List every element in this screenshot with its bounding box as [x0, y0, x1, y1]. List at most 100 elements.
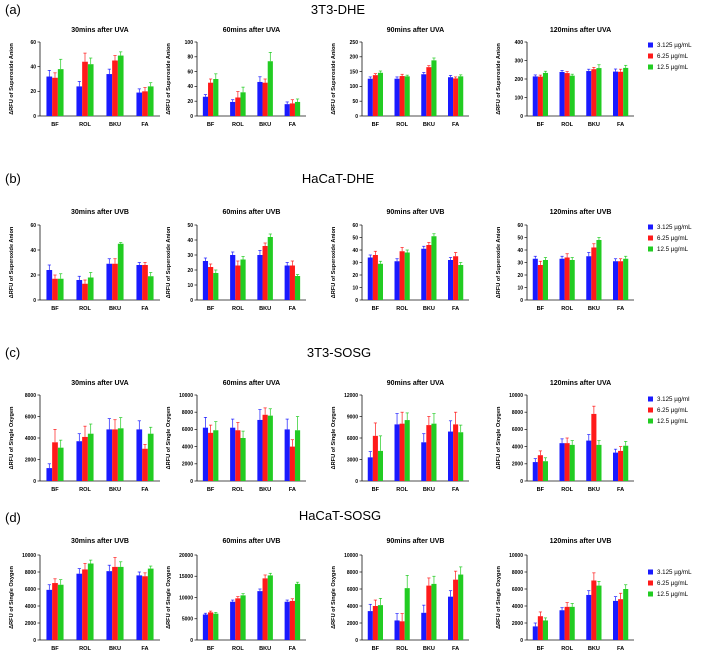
bar	[52, 442, 58, 481]
y-axis-label: ΔRFU of Single Oxygen	[166, 406, 172, 469]
chart-6: 90mins after UVB ΔRFU of Superoxide Anion…	[331, 209, 469, 312]
y-tick-label: 6000	[347, 587, 358, 593]
bar	[230, 101, 236, 116]
bar	[453, 78, 459, 116]
chart-title: 120mins after UVA	[550, 380, 611, 387]
bar	[458, 432, 464, 481]
chart-title: 30mins after UVB	[71, 538, 129, 545]
y-tick-label: 10000	[22, 553, 36, 559]
y-tick-label: 300	[515, 58, 524, 64]
y-tick-label: 8000	[512, 410, 523, 416]
bar	[542, 620, 548, 640]
bar	[106, 74, 113, 116]
x-tick-label: ROL	[561, 122, 573, 128]
bar	[142, 576, 148, 640]
bar	[57, 584, 64, 640]
y-tick-label: 8000	[182, 410, 193, 416]
y-tick-label: 10000	[344, 553, 358, 559]
bar	[564, 443, 570, 481]
bar	[596, 444, 602, 481]
bar	[591, 247, 597, 300]
bar	[564, 606, 570, 640]
bar	[537, 455, 543, 481]
x-tick-label: BKU	[588, 306, 600, 312]
bar	[394, 78, 400, 116]
bar	[596, 240, 602, 300]
chart-title: 60mins after UVA	[223, 27, 280, 34]
bar	[87, 433, 94, 481]
y-tick-label: 4000	[25, 604, 36, 610]
y-tick-label: 60	[30, 223, 36, 229]
x-tick-label: BF	[207, 487, 215, 493]
y-tick-label: 0	[33, 479, 36, 485]
legend-swatch	[648, 224, 653, 230]
panel-0: (a) 3T3-DHE 3.125 µg/mL 6.25 µg/mL 12.5 µg/m…	[5, 2, 692, 71]
y-tick-label: 0	[33, 114, 36, 120]
bar	[591, 580, 597, 640]
bar	[235, 265, 241, 300]
chart-7: 120mins after UVB ΔRFU of Superoxide Anio…	[496, 209, 634, 312]
chart-title: 90mins after UVA	[387, 27, 444, 34]
bar	[262, 246, 268, 300]
bar	[262, 578, 268, 640]
x-tick-label: ROL	[79, 122, 91, 128]
bar	[294, 430, 301, 481]
bar	[289, 265, 295, 300]
bar	[57, 69, 64, 116]
y-tick-label: 80	[187, 55, 193, 61]
bar	[76, 86, 83, 116]
bar	[82, 436, 88, 481]
y-axis-label: ΔRFU of Single Oxygen	[9, 406, 15, 469]
chart-0: 30mins after UVA ΔRFU of Superoxide Anion…	[9, 27, 160, 128]
x-tick-label: BF	[537, 487, 545, 493]
y-tick-label: 40	[187, 238, 193, 244]
bar	[426, 425, 432, 481]
bar	[82, 569, 88, 640]
bar	[240, 595, 246, 640]
bar	[213, 79, 219, 116]
bar	[569, 606, 575, 640]
y-axis-label: ΔRFU of Superoxide Anion	[9, 43, 15, 115]
bar	[257, 81, 263, 116]
chart-title: 120mins after UVA	[550, 27, 611, 34]
chart-title: 60mins after UVA	[223, 380, 280, 387]
y-tick-label: 0	[355, 638, 358, 644]
y-tick-label: 50	[517, 235, 523, 241]
x-tick-label: ROL	[232, 306, 244, 312]
bar	[52, 77, 58, 116]
x-tick-label: BKU	[423, 646, 435, 652]
legend: 3.125 µg/mL 6.25 µg/mL 12.5 µg/mL	[648, 569, 692, 598]
bar	[235, 97, 241, 116]
bar	[448, 260, 454, 300]
panel-3: (d) HaCaT-SOSG 3.125 µg/mL 6.25 µg/mL 12.5 µ…	[5, 508, 692, 598]
x-tick-label: BF	[207, 122, 215, 128]
legend-label: 12.5 µg/mL	[657, 64, 689, 71]
legend-swatch	[648, 580, 653, 586]
chart-15: 120mins after UVB ΔRFU of Single Oxygen 0 2…	[496, 538, 634, 652]
x-tick-label: BKU	[259, 306, 271, 312]
x-tick-label: ROL	[79, 646, 91, 652]
chart-title: 120mins after UVB	[550, 209, 612, 216]
bar	[537, 616, 543, 640]
bar	[367, 457, 373, 481]
x-tick-label: FA	[141, 487, 148, 493]
y-axis-label: ΔRFU of Superoxide Anion	[331, 43, 337, 115]
x-tick-label: FA	[452, 306, 459, 312]
bar	[106, 571, 113, 640]
y-tick-label: 100	[515, 95, 524, 101]
bar	[453, 256, 459, 300]
x-tick-label: FA	[141, 646, 148, 652]
y-tick-label: 2000	[512, 462, 523, 468]
y-tick-label: 4000	[182, 444, 193, 450]
bar	[117, 243, 124, 300]
x-tick-label: FA	[617, 306, 624, 312]
x-tick-label: BKU	[109, 122, 121, 128]
bar	[458, 574, 464, 640]
x-tick-label: ROL	[232, 646, 244, 652]
bar	[267, 575, 273, 640]
y-tick-label: 200	[515, 77, 524, 83]
bar	[596, 585, 602, 640]
bar	[586, 71, 592, 116]
bar	[208, 82, 214, 116]
